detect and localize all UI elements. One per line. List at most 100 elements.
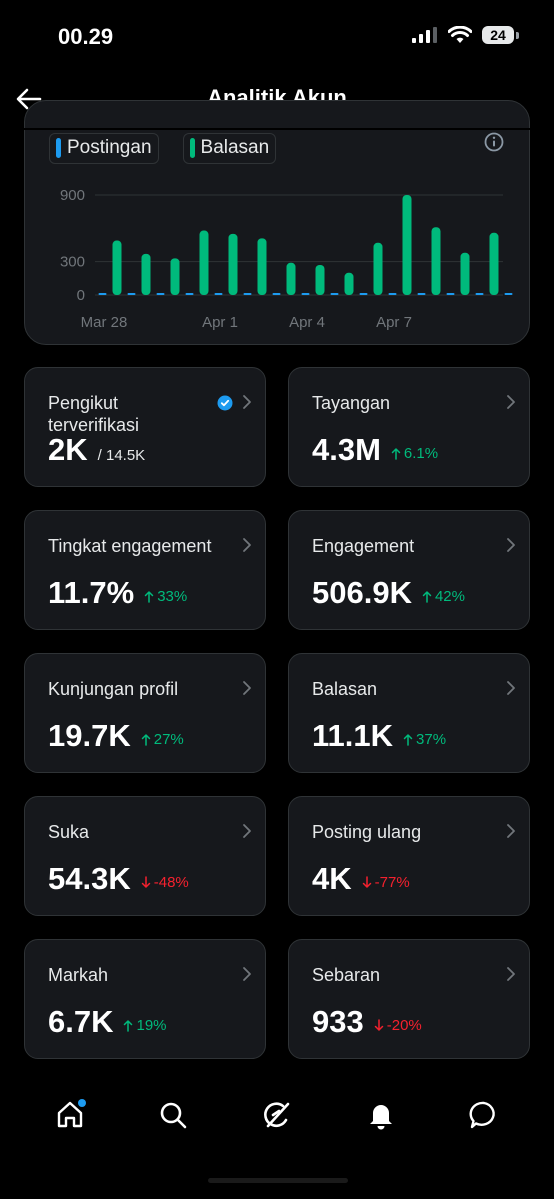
chevron-right-icon	[507, 967, 515, 981]
reply-bar	[489, 232, 499, 295]
stat-change-value: 33%	[157, 588, 188, 605]
stat-value-row: 4.3M 6.1%	[312, 432, 438, 468]
grok-icon	[264, 1102, 290, 1128]
chevron-right-icon	[507, 538, 515, 552]
stat-card[interactable]: Kunjungan profil 19.7K 27%	[24, 653, 266, 773]
stat-value: 4.3M	[312, 432, 381, 467]
chevron-right-icon	[243, 967, 251, 981]
stat-label: Posting ulang	[312, 822, 422, 842]
header-divider	[0, 128, 554, 130]
info-icon[interactable]	[483, 131, 505, 153]
status-time: 00.29	[58, 24, 114, 49]
arrow-down-icon	[141, 876, 150, 888]
stat-label: Suka	[48, 822, 90, 842]
stat-value: 6.7K	[48, 1004, 114, 1039]
stat-change: 27%	[141, 731, 184, 748]
nav-messages[interactable]	[464, 1095, 504, 1135]
stat-value-row: 6.7K 19%	[48, 1004, 167, 1040]
reply-bar	[315, 265, 325, 295]
battery-indicator: 24	[482, 26, 519, 44]
nav-home[interactable]	[50, 1095, 90, 1135]
posting-bar	[127, 293, 136, 295]
legend-posts-swatch	[56, 138, 61, 158]
chevron-right-icon	[507, 824, 515, 838]
status-bar: 00.29 24	[0, 0, 554, 70]
stat-card[interactable]: Pengikut terverifikasi 2K / 14.5K	[24, 367, 266, 487]
reply-bar	[228, 233, 238, 295]
stat-value: 2K	[48, 432, 88, 467]
stat-card[interactable]: Suka 54.3K -48%	[24, 796, 266, 916]
stat-value: 19.7K	[48, 718, 131, 753]
stat-value-row: 11.7% 33%	[48, 575, 187, 611]
chart-card: 900 300 0 Mar 28 Apr 1 Apr 4 Apr 7 Postingan B…	[24, 100, 530, 345]
chevron-right-icon	[243, 538, 251, 552]
stat-card[interactable]: Tayangan 4.3M 6.1%	[288, 367, 530, 487]
nav-grok[interactable]	[257, 1095, 297, 1135]
reply-bar	[257, 238, 267, 295]
stat-label: Markah	[48, 965, 109, 985]
stat-total: / 14.5K	[97, 447, 146, 464]
stat-change-value: -20%	[386, 1017, 422, 1034]
stat-card[interactable]: Tingkat engagement 11.7% 33%	[24, 510, 266, 630]
back-arrow-icon[interactable]	[14, 84, 44, 114]
stat-value-row: 506.9K 42%	[312, 575, 465, 611]
arrow-down-icon	[362, 876, 371, 888]
stat-card[interactable]: Posting ulang 4K -77%	[288, 796, 530, 916]
stat-change: 37%	[403, 731, 446, 748]
legend-replies[interactable]: Balasan	[182, 133, 277, 164]
legend-posts[interactable]: Postingan	[49, 133, 159, 164]
home-indicator	[208, 1178, 348, 1183]
legend-replies-swatch	[189, 138, 195, 158]
stat-change-value: 42%	[434, 588, 465, 605]
verified-badge-icon	[217, 395, 233, 411]
arrow-up-icon	[141, 734, 150, 746]
stat-change: 19%	[123, 1017, 167, 1034]
reply-bar	[344, 272, 354, 295]
stat-label: Pengikut terverifikasi	[48, 393, 140, 435]
posting-bar	[388, 293, 397, 295]
nav-search[interactable]	[153, 1095, 193, 1135]
analytics-chart: 900 300 0 Mar 28 Apr 1 Apr 4 Apr 7	[60, 187, 513, 331]
notifications-icon	[369, 1105, 392, 1130]
posting-bar	[272, 293, 281, 295]
x-tick-label: Apr 4	[289, 314, 325, 331]
chart-legend: Postingan Balasan	[49, 133, 277, 164]
stat-change-value: -77%	[374, 874, 410, 891]
stat-value-row: 4K -77%	[312, 861, 410, 897]
posting-bar	[214, 293, 223, 295]
stat-label: Tingkat engagement	[48, 536, 212, 556]
stat-card[interactable]: Balasan 11.1K 37%	[288, 653, 530, 773]
stat-value: 11.1K	[312, 718, 394, 753]
stat-value: 54.3K	[48, 861, 131, 896]
nav-notifications[interactable]	[361, 1095, 401, 1135]
arrow-down-icon	[374, 1019, 383, 1031]
stat-value: 506.9K	[312, 575, 412, 610]
stat-change: -48%	[141, 874, 189, 891]
y-tick-label: 300	[60, 254, 85, 271]
posting-bar	[243, 293, 252, 295]
stat-label: Tayangan	[312, 393, 391, 413]
stat-value: 11.7%	[48, 575, 135, 610]
stat-label: Balasan	[312, 679, 378, 699]
stat-change-value: 6.1%	[403, 445, 439, 462]
posting-bar	[185, 293, 194, 295]
stat-card[interactable]: Engagement 506.9K 42%	[288, 510, 530, 630]
stat-card[interactable]: Markah 6.7K 19%	[24, 939, 266, 1059]
stat-change-value: 37%	[416, 731, 447, 748]
reply-bar	[170, 258, 180, 295]
stat-value-row: 933 -20%	[312, 1004, 422, 1040]
chevron-right-icon	[243, 395, 251, 409]
legend-posts-label: Postingan	[67, 137, 152, 158]
chevron-right-icon	[507, 395, 515, 409]
messages-icon	[469, 1101, 495, 1129]
reply-bar	[286, 262, 296, 295]
stat-label: Kunjungan profil	[48, 679, 179, 699]
stat-change: -77%	[362, 874, 410, 891]
stat-card[interactable]: Sebaran 933 -20%	[288, 939, 530, 1059]
stat-change: 42%	[422, 588, 465, 605]
reply-bar	[199, 230, 209, 295]
posting-bar	[156, 293, 165, 295]
stat-label: Engagement	[312, 536, 415, 556]
stat-value-row: 19.7K 27%	[48, 718, 184, 754]
posting-bar	[504, 293, 513, 295]
